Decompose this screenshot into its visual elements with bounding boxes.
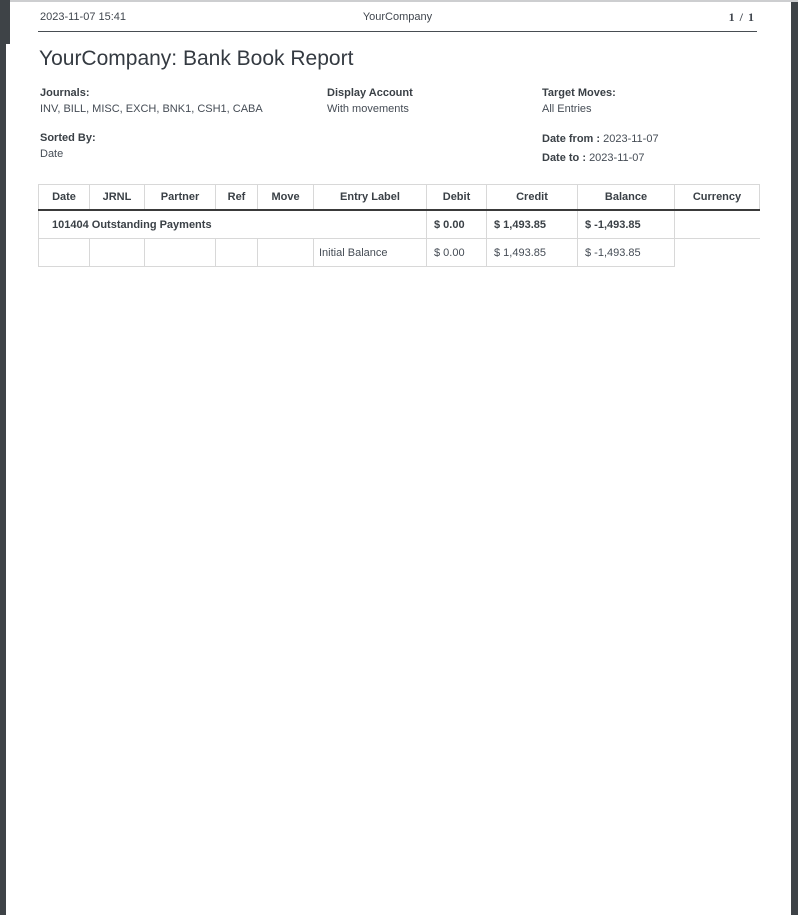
filter-row-1: Journals: INV, BILL, MISC, EXCH, BNK1, C… (40, 86, 757, 126)
display-account-value: With movements (327, 103, 409, 115)
table-row: Initial Balance $ 0.00 $ 1,493.85 $ -1,4… (38, 238, 760, 267)
cell-debit: $ 0.00 (426, 238, 487, 267)
date-from-line: Date from : 2023-11-07 (542, 131, 659, 148)
cell-ref (215, 238, 258, 267)
table-header-row: Date JRNL Partner Ref Move Entry Label D… (38, 184, 760, 211)
col-header-credit: Credit (486, 184, 578, 211)
filter-row-2: Sorted By: Date Date from : 2023-11-07 D… (40, 131, 757, 171)
date-range-block: Date from : 2023-11-07 Date to : 2023-11… (542, 131, 659, 169)
col-header-entry-label: Entry Label (313, 184, 427, 211)
account-debit: $ 0.00 (426, 210, 487, 239)
target-moves-block: Target Moves: All Entries (542, 86, 616, 118)
journals-value: INV, BILL, MISC, EXCH, BNK1, CSH1, CABA (40, 103, 263, 115)
col-header-jrnl: JRNL (89, 184, 145, 211)
target-moves-value: All Entries (542, 103, 592, 115)
col-header-date: Date (38, 184, 90, 211)
account-name: 101404 Outstanding Payments (38, 210, 427, 239)
cell-entry-label: Initial Balance (313, 238, 427, 267)
header-pagination: 1 / 1 (728, 10, 755, 24)
col-header-debit: Debit (426, 184, 487, 211)
header-company: YourCompany (362, 11, 433, 23)
account-credit: $ 1,493.85 (486, 210, 578, 239)
date-from-label: Date from : (542, 133, 601, 145)
page-left-edge-top (0, 0, 10, 44)
journals-block: Journals: INV, BILL, MISC, EXCH, BNK1, C… (40, 86, 263, 118)
account-balance: $ -1,493.85 (577, 210, 675, 239)
date-to-label: Date to : (542, 152, 586, 164)
account-group-row: 101404 Outstanding Payments $ 0.00 $ 1,4… (38, 210, 760, 239)
date-to-line: Date to : 2023-11-07 (542, 150, 659, 167)
cell-credit: $ 1,493.85 (486, 238, 578, 267)
report-content: 2023-11-07 15:41 YourCompany 1 / 1 YourC… (38, 0, 760, 267)
cell-date (38, 238, 90, 267)
page-top-edge (10, 0, 798, 2)
cell-jrnl (89, 238, 145, 267)
col-header-balance: Balance (577, 184, 675, 211)
filter-summary: Journals: INV, BILL, MISC, EXCH, BNK1, C… (38, 86, 757, 171)
display-account-label: Display Account (327, 87, 413, 99)
page-left-edge (0, 0, 6, 915)
date-from-value: 2023-11-07 (603, 133, 659, 145)
cell-balance: $ -1,493.85 (577, 238, 675, 267)
col-header-move: Move (257, 184, 314, 211)
col-header-currency: Currency (674, 184, 760, 211)
sorted-by-label: Sorted By: (40, 132, 96, 144)
target-moves-label: Target Moves: (542, 87, 616, 99)
cell-move (257, 238, 314, 267)
page-title: YourCompany: Bank Book Report (39, 47, 354, 70)
col-header-partner: Partner (144, 184, 216, 211)
col-header-ref: Ref (215, 184, 258, 211)
display-account-block: Display Account With movements (327, 86, 413, 118)
bank-book-table: Date JRNL Partner Ref Move Entry Label D… (38, 184, 760, 267)
date-to-value: 2023-11-07 (589, 152, 645, 164)
running-header: 2023-11-07 15:41 YourCompany 1 / 1 (38, 0, 757, 32)
page-right-edge (791, 0, 798, 915)
journals-label: Journals: (40, 87, 90, 99)
cell-currency (674, 238, 760, 267)
cell-partner (144, 238, 216, 267)
sorted-by-block: Sorted By: Date (40, 131, 96, 163)
account-currency (674, 210, 760, 239)
sorted-by-value: Date (40, 148, 64, 160)
header-datetime: 2023-11-07 15:41 (40, 11, 127, 23)
